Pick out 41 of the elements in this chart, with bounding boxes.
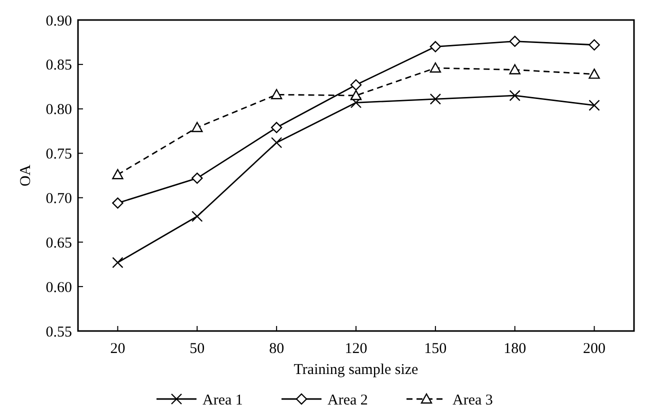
point bbox=[112, 169, 124, 180]
point bbox=[509, 64, 520, 74]
point bbox=[588, 39, 600, 50]
x-tick-label: 120 bbox=[344, 341, 368, 357]
x-tick-label: 180 bbox=[504, 341, 526, 357]
point bbox=[350, 97, 362, 108]
x-tick-label: 150 bbox=[424, 341, 447, 357]
x-tick-label: 200 bbox=[583, 341, 606, 357]
y-axis-title: OA bbox=[18, 164, 34, 186]
y-tick-label: 0.85 bbox=[46, 58, 72, 74]
point bbox=[112, 256, 124, 268]
point bbox=[350, 90, 362, 100]
y-tick-label: 0.65 bbox=[46, 235, 72, 252]
point bbox=[350, 79, 362, 90]
point bbox=[588, 100, 600, 111]
legend-label: Area 2 bbox=[328, 392, 368, 408]
y-tick-label: 0.90 bbox=[46, 13, 72, 30]
point bbox=[270, 122, 282, 134]
point bbox=[509, 90, 520, 102]
point bbox=[430, 62, 442, 73]
x-tick-label: 50 bbox=[190, 341, 205, 357]
y-tick-label: 0.55 bbox=[46, 324, 72, 340]
x-tick-label: 20 bbox=[110, 341, 126, 357]
legend-label: Area 1 bbox=[202, 392, 243, 408]
y-tick-label: 0.70 bbox=[46, 190, 72, 207]
point bbox=[112, 197, 124, 209]
point bbox=[192, 122, 203, 132]
point bbox=[430, 41, 442, 52]
y-tick-label: 0.80 bbox=[46, 102, 72, 118]
x-axis-title: Training sample size bbox=[294, 362, 419, 378]
point bbox=[430, 93, 442, 105]
point bbox=[588, 68, 600, 79]
point bbox=[509, 36, 520, 47]
point bbox=[192, 210, 203, 222]
point bbox=[270, 137, 282, 148]
point bbox=[270, 89, 282, 100]
y-tick-label: 0.75 bbox=[46, 146, 72, 163]
x-tick-label: 80 bbox=[269, 341, 284, 357]
y-tick-label: 0.60 bbox=[46, 280, 72, 296]
point bbox=[192, 172, 203, 184]
legend-label: Area 3 bbox=[452, 392, 493, 408]
